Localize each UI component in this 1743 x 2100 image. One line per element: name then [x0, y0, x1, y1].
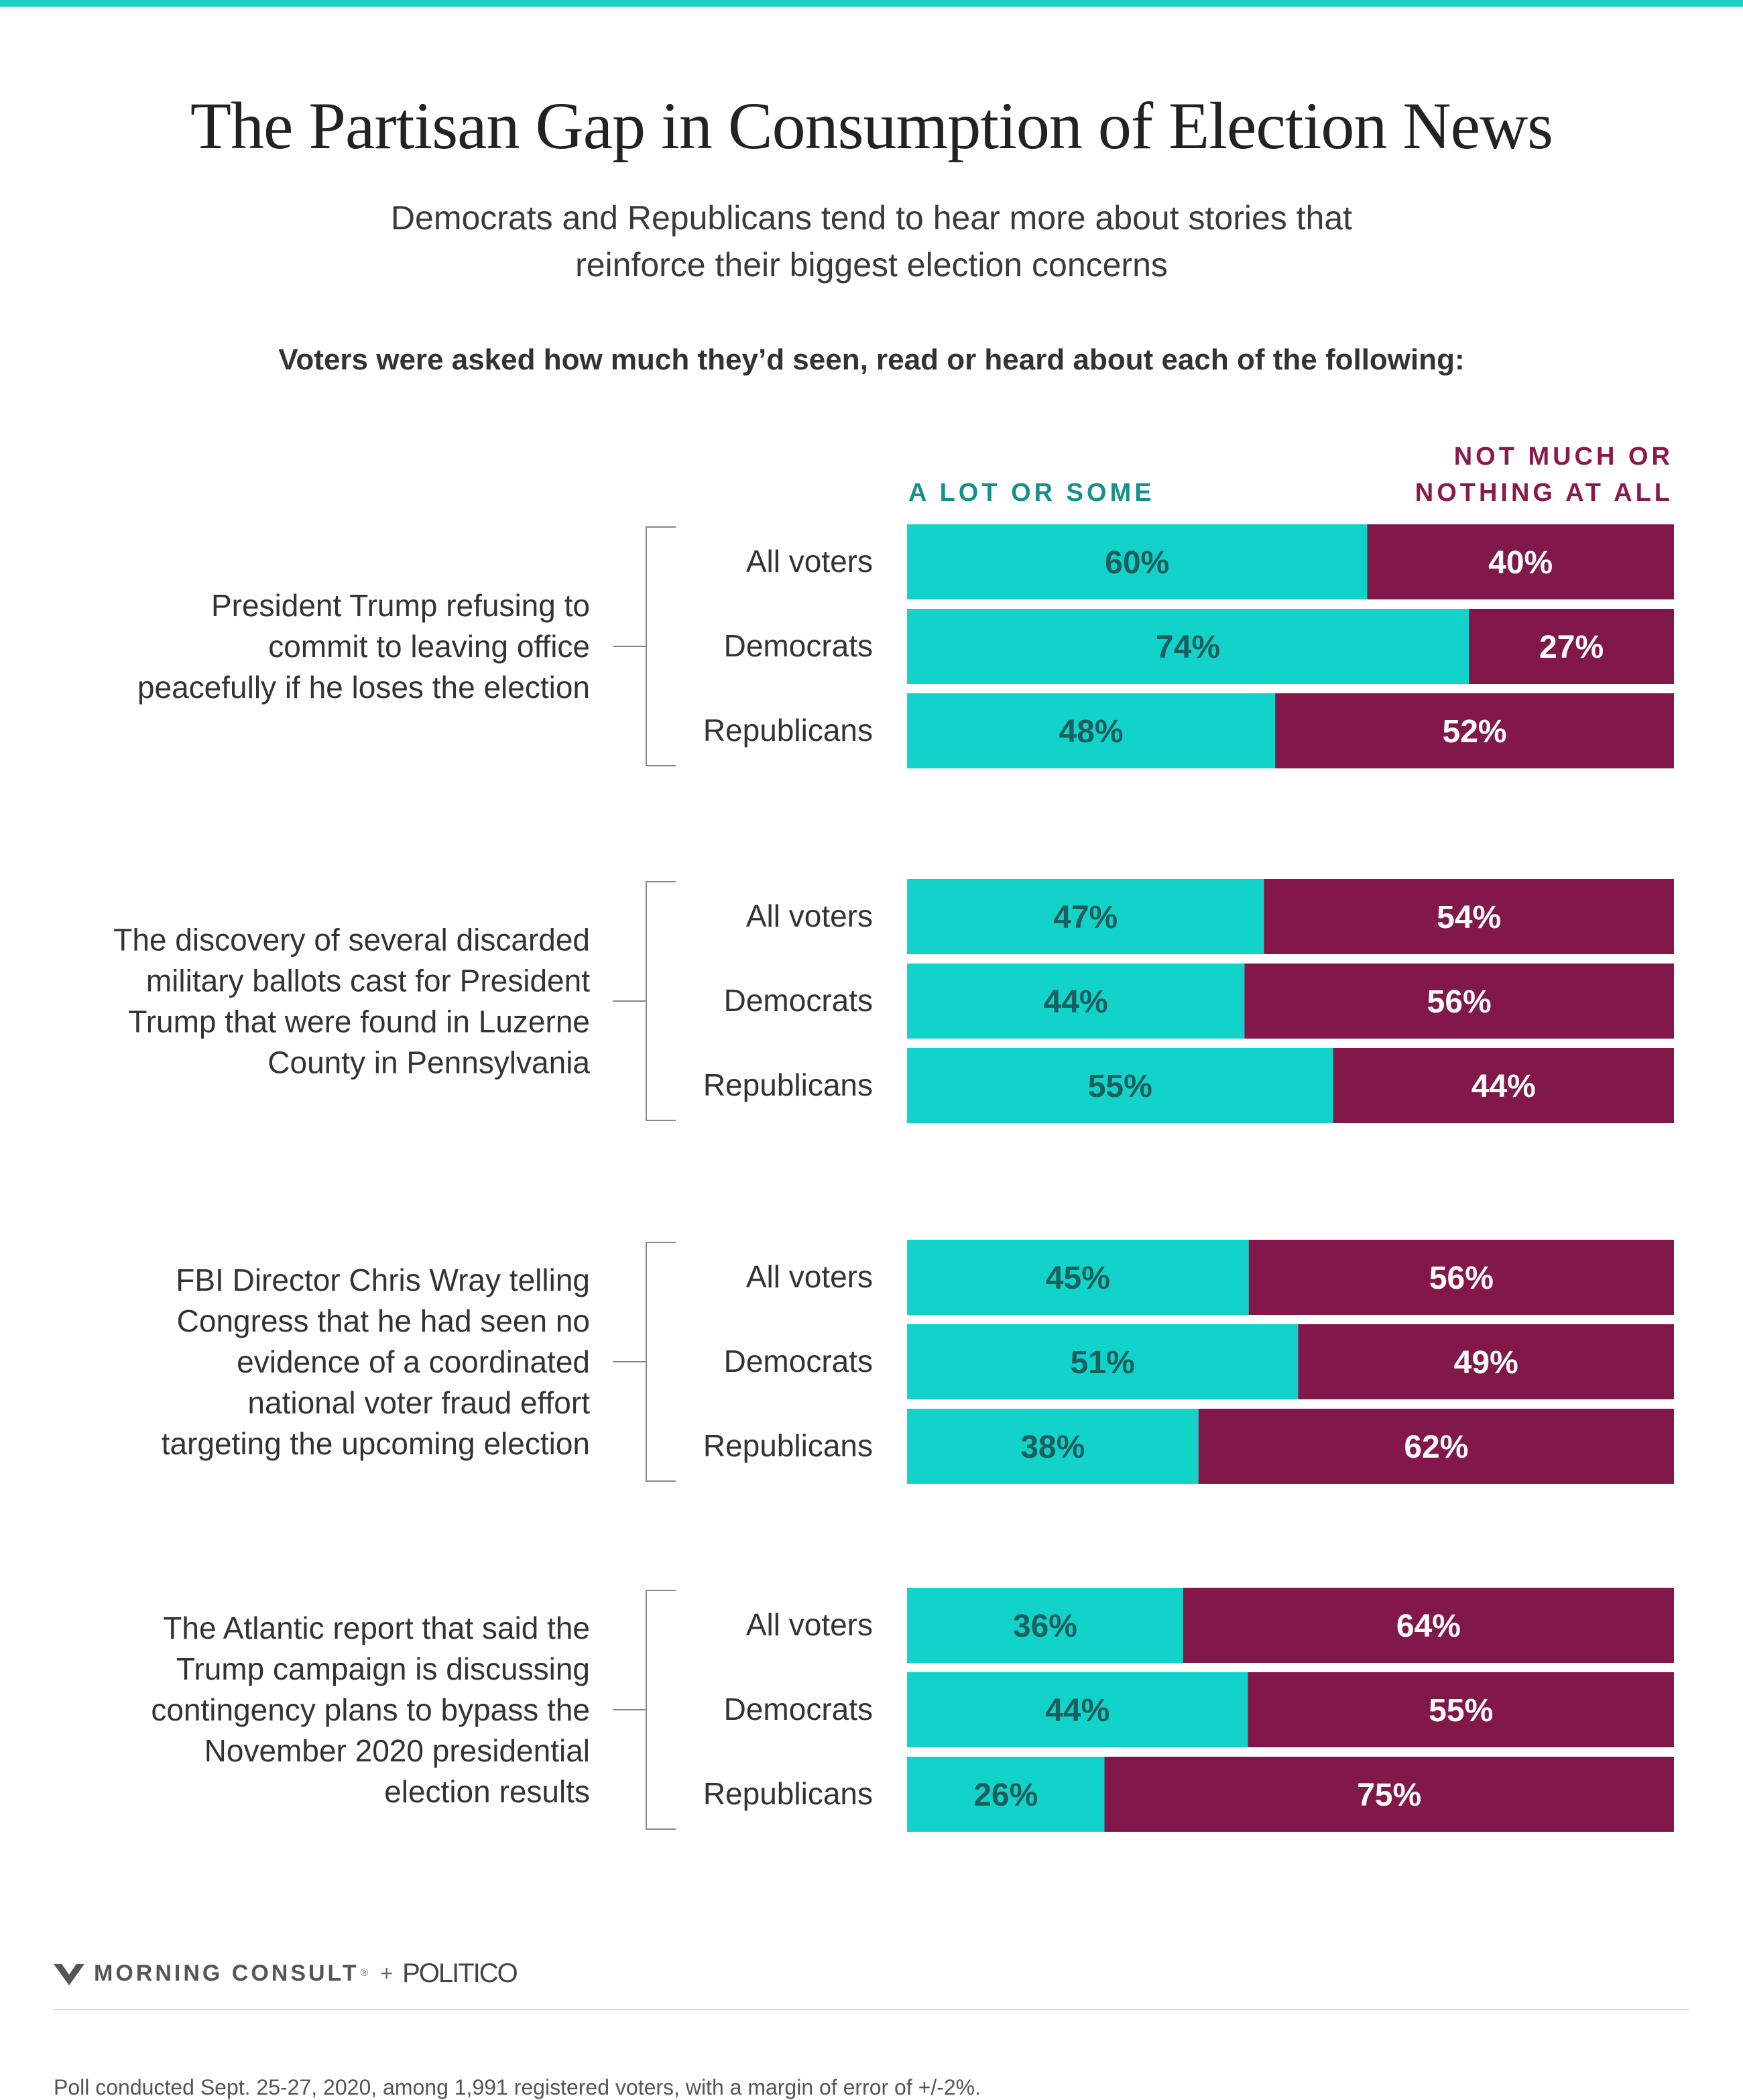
top-accent-bar — [0, 0, 1743, 7]
bar-a-lot-or-some — [907, 1240, 1249, 1315]
value-label-a-lot-or-some: 51% — [1071, 1345, 1135, 1381]
group-description-line: Trump campaign is discussing — [176, 1651, 590, 1686]
group-description-line: The discovery of several discarded — [113, 923, 590, 957]
row-category-label: All voters — [746, 544, 873, 579]
row-category-label: Democrats — [724, 983, 873, 1018]
bar-not-much-or-nothing — [1248, 1672, 1674, 1747]
row-category-label: Democrats — [724, 628, 873, 663]
bar-a-lot-or-some — [907, 693, 1276, 768]
group-description-line: FBI Director Chris Wray telling — [176, 1263, 590, 1297]
footer-divider — [54, 2009, 1689, 2010]
bar-a-lot-or-some — [907, 524, 1368, 599]
group-description-line: The Atlantic report that said the — [163, 1611, 590, 1645]
bar-not-much-or-nothing — [1298, 1324, 1674, 1399]
row-category-label: Democrats — [724, 1692, 873, 1727]
value-label-not-much-or-nothing: 49% — [1454, 1345, 1518, 1381]
value-label-a-lot-or-some: 44% — [1045, 1693, 1109, 1729]
bar-not-much-or-nothing — [1367, 524, 1674, 599]
bar-a-lot-or-some — [907, 1588, 1183, 1663]
bar-a-lot-or-some — [907, 1409, 1199, 1484]
value-label-not-much-or-nothing: 44% — [1471, 1069, 1536, 1104]
bar-not-much-or-nothing — [1275, 693, 1674, 768]
value-label-not-much-or-nothing: 27% — [1539, 630, 1604, 665]
group-bracket — [646, 1242, 676, 1482]
footer-note: Poll conducted Sept. 25-27, 2020, among … — [54, 2075, 981, 2099]
row-category-label: Republicans — [703, 1428, 873, 1463]
value-label-a-lot-or-some: 74% — [1156, 630, 1220, 665]
value-label-not-much-or-nothing: 62% — [1404, 1430, 1468, 1465]
group-description-line: November 2020 presidential — [204, 1733, 590, 1768]
morning-consult-icon — [54, 1964, 84, 1985]
value-label-a-lot-or-some: 26% — [973, 1777, 1038, 1813]
value-label-a-lot-or-some: 47% — [1053, 900, 1118, 935]
value-label-a-lot-or-some: 60% — [1105, 545, 1169, 581]
bar-not-much-or-nothing — [1333, 1048, 1674, 1123]
bar-not-much-or-nothing — [1104, 1757, 1674, 1832]
group-description-line: contingency plans to bypass the — [151, 1692, 590, 1727]
value-label-a-lot-or-some: 48% — [1059, 714, 1124, 750]
footer-logo: MORNING CONSULT ® + POLITICO — [54, 1957, 518, 1990]
value-label-not-much-or-nothing: 40% — [1488, 545, 1553, 581]
group-bracket — [646, 881, 676, 1121]
morning-consult-wordmark: MORNING CONSULT — [94, 1960, 359, 1986]
group-description-line: Trump that were found in Luzerne — [128, 1004, 590, 1039]
value-label-not-much-or-nothing: 54% — [1437, 900, 1501, 935]
value-label-not-much-or-nothing: 55% — [1429, 1693, 1493, 1729]
bar-a-lot-or-some — [907, 1757, 1105, 1832]
group-bracket — [646, 526, 676, 766]
group-description-line: President Trump refusing to — [211, 588, 590, 623]
row-category-label: All voters — [746, 1259, 873, 1294]
value-label-not-much-or-nothing: 56% — [1427, 984, 1492, 1020]
group-description-line: targeting the upcoming election — [162, 1426, 590, 1461]
group-description-line: election results — [384, 1774, 590, 1809]
group-description-line: Congress that he had seen no — [177, 1303, 590, 1338]
value-label-a-lot-or-some: 45% — [1046, 1261, 1110, 1296]
group-description-line: peacefully if he loses the election — [137, 670, 590, 705]
bar-a-lot-or-some — [907, 609, 1469, 684]
legend-a-lot-or-some: A LOT OR SOME — [908, 479, 1155, 507]
bar-a-lot-or-some — [907, 879, 1264, 954]
bar-not-much-or-nothing — [1244, 964, 1674, 1039]
value-label-a-lot-or-some: 44% — [1044, 984, 1108, 1020]
row-category-label: Democrats — [724, 1344, 873, 1379]
bar-a-lot-or-some — [907, 1672, 1248, 1747]
chart-title: The Partisan Gap in Consumption of Elect… — [190, 89, 1553, 163]
chart-instruction: Voters were asked how much they’d seen, … — [278, 343, 1465, 376]
group-description-line: County in Pennsylvania — [267, 1045, 590, 1080]
registered-mark: ® — [360, 1967, 369, 1979]
group-description-line: national voter fraud effort — [247, 1385, 590, 1420]
bar-not-much-or-nothing — [1469, 609, 1674, 684]
value-label-a-lot-or-some: 55% — [1088, 1069, 1152, 1104]
row-category-label: Republicans — [703, 713, 873, 748]
chart-subtitle: Democrats and Republicans tend to hear m… — [390, 199, 1353, 284]
group-description-line: commit to leaving office — [268, 629, 590, 664]
value-label-a-lot-or-some: 38% — [1020, 1430, 1085, 1465]
bar-a-lot-or-some — [907, 1324, 1299, 1399]
value-label-a-lot-or-some: 36% — [1013, 1609, 1077, 1644]
group-description-line: evidence of a coordinated — [237, 1344, 590, 1379]
value-label-not-much-or-nothing: 52% — [1443, 714, 1507, 750]
row-category-label: Republicans — [703, 1067, 873, 1102]
brand-plus: + — [380, 1961, 394, 1985]
bar-a-lot-or-some — [907, 1048, 1333, 1123]
row-category-label: All voters — [746, 1607, 873, 1642]
bar-not-much-or-nothing — [1248, 1240, 1674, 1315]
row-category-label: Republicans — [703, 1776, 873, 1811]
row-category-label: All voters — [746, 898, 873, 933]
politico-wordmark: POLITICO — [402, 1958, 518, 1988]
bar-not-much-or-nothing — [1264, 879, 1674, 954]
legend-not-much-or-nothing: NOT MUCH OR NOTHING AT ALL — [1415, 443, 1673, 507]
value-label-not-much-or-nothing: 64% — [1396, 1609, 1461, 1644]
value-label-not-much-or-nothing: 75% — [1357, 1777, 1421, 1813]
bar-not-much-or-nothing — [1183, 1588, 1674, 1663]
group-description-line: military ballots cast for President — [146, 964, 590, 998]
value-label-not-much-or-nothing: 56% — [1429, 1261, 1494, 1296]
bar-not-much-or-nothing — [1198, 1409, 1674, 1484]
bar-a-lot-or-some — [907, 964, 1245, 1039]
group-bracket — [646, 1590, 676, 1830]
